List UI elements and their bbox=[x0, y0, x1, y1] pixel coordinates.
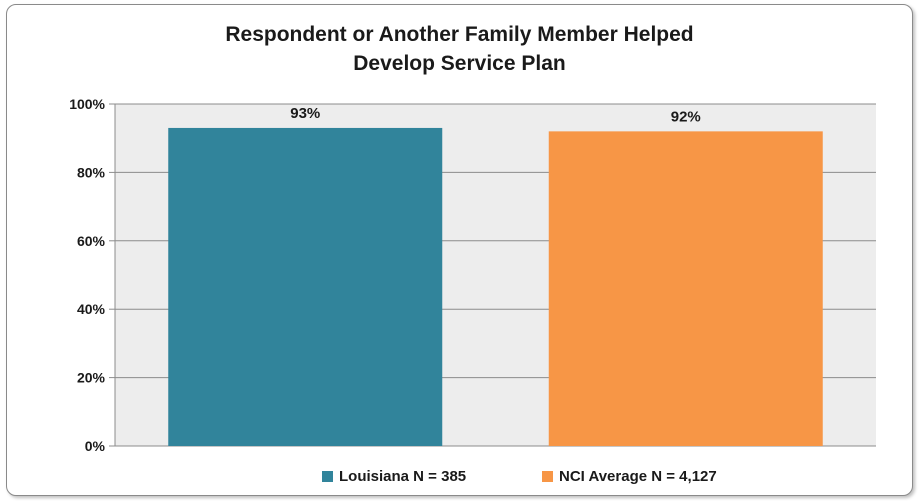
bar-louisiana bbox=[168, 127, 443, 446]
legend-item-louisiana: Louisiana N = 385 bbox=[322, 468, 466, 485]
chart-title-line-2: Develop Service Plan bbox=[353, 52, 566, 75]
ytick-label-100: 100% bbox=[69, 96, 105, 112]
data-label-nci-average: 92% bbox=[671, 108, 701, 125]
legend-item-nci-average: NCI Average N = 4,127 bbox=[542, 468, 717, 485]
legend-label-louisiana: Louisiana N = 385 bbox=[339, 468, 467, 485]
ytick-label-60: 60% bbox=[77, 233, 106, 249]
ytick-label-0: 0% bbox=[85, 438, 106, 454]
legend-swatch-louisiana bbox=[322, 471, 333, 482]
chart-title: Respondent or Another Family Member Help… bbox=[0, 20, 919, 78]
ytick-label-40: 40% bbox=[77, 301, 106, 317]
ytick-label-80: 80% bbox=[77, 164, 106, 180]
ytick-label-20: 20% bbox=[77, 370, 106, 386]
legend-swatch-nci-average bbox=[542, 471, 553, 482]
bar-nci-average bbox=[548, 131, 823, 447]
legend: Louisiana N = 385 NCI Average N = 4,127 bbox=[0, 468, 919, 490]
legend-label-nci-average: NCI Average N = 4,127 bbox=[559, 468, 717, 485]
chart-title-line-1: Respondent or Another Family Member Help… bbox=[225, 23, 694, 46]
data-label-louisiana: 93% bbox=[290, 105, 320, 122]
